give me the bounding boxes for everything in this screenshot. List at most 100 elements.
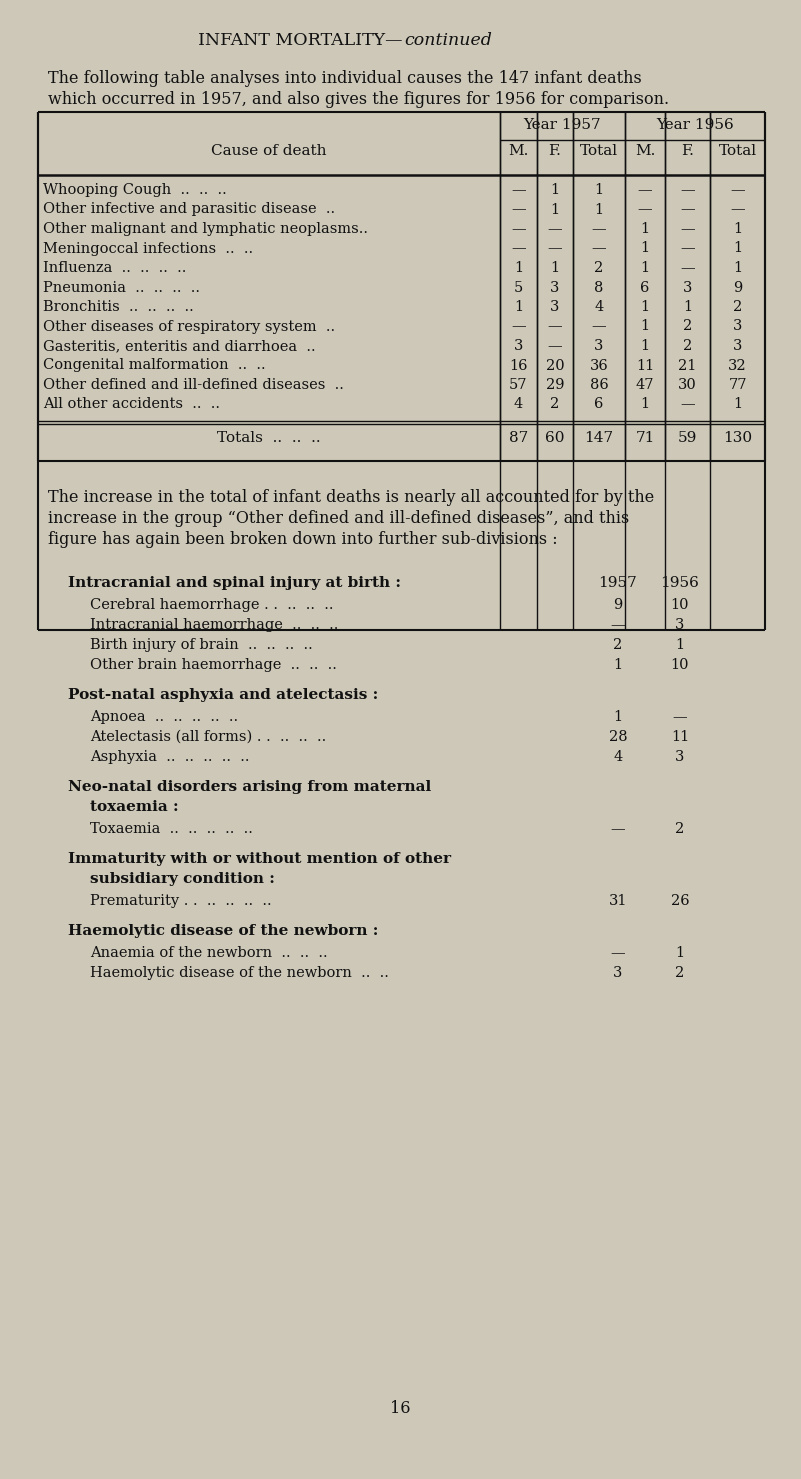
Text: Cerebral haemorrhage . .  ..  ..  ..: Cerebral haemorrhage . . .. .. .. [90, 598, 333, 612]
Text: 8: 8 [594, 281, 604, 294]
Text: Birth injury of brain  ..  ..  ..  ..: Birth injury of brain .. .. .. .. [90, 637, 312, 652]
Text: 1: 1 [614, 710, 622, 725]
Text: Other defined and ill-defined diseases  ..: Other defined and ill-defined diseases .… [43, 379, 344, 392]
Text: 1: 1 [594, 183, 604, 197]
Text: —: — [511, 241, 525, 256]
Text: 1: 1 [641, 319, 650, 333]
Text: Congenital malformation  ..  ..: Congenital malformation .. .. [43, 358, 266, 373]
Text: 9: 9 [733, 281, 742, 294]
Text: —: — [548, 339, 562, 353]
Text: Totals  ..  ..  ..: Totals .. .. .. [217, 430, 321, 445]
Text: 29: 29 [545, 379, 564, 392]
Text: 71: 71 [635, 430, 654, 445]
Text: —: — [680, 260, 694, 275]
Text: —: — [638, 203, 652, 216]
Text: 130: 130 [723, 430, 752, 445]
Text: Cause of death: Cause of death [211, 143, 327, 158]
Text: 3: 3 [614, 966, 622, 981]
Text: —: — [592, 319, 606, 333]
Text: Prematurity . .  ..  ..  ..  ..: Prematurity . . .. .. .. .. [90, 893, 272, 908]
Text: 6: 6 [594, 398, 604, 411]
Text: 2: 2 [683, 319, 692, 333]
Text: 10: 10 [670, 598, 689, 612]
Text: —: — [673, 710, 687, 725]
Text: 3: 3 [733, 319, 743, 333]
Text: 1: 1 [733, 222, 742, 237]
Text: 21: 21 [678, 358, 697, 373]
Text: 9: 9 [614, 598, 622, 612]
Text: Total: Total [580, 143, 618, 158]
Text: 28: 28 [609, 731, 627, 744]
Text: 1: 1 [641, 222, 650, 237]
Text: Pneumonia  ..  ..  ..  ..: Pneumonia .. .. .. .. [43, 281, 200, 294]
Text: Immaturity with or without mention of other: Immaturity with or without mention of ot… [68, 852, 451, 867]
Text: 1: 1 [641, 260, 650, 275]
Text: 3: 3 [513, 339, 523, 353]
Text: All other accidents  ..  ..: All other accidents .. .. [43, 398, 220, 411]
Text: 1: 1 [641, 300, 650, 314]
Text: 11: 11 [671, 731, 689, 744]
Text: 1: 1 [641, 339, 650, 353]
Text: F.: F. [549, 143, 562, 158]
Text: 3: 3 [550, 300, 560, 314]
Text: 4: 4 [614, 750, 622, 765]
Text: —: — [548, 319, 562, 333]
Text: —: — [638, 183, 652, 197]
Text: —: — [511, 319, 525, 333]
Text: Other malignant and lymphatic neoplasms..: Other malignant and lymphatic neoplasms.… [43, 222, 368, 237]
Text: —: — [680, 183, 694, 197]
Text: Gasteritis, enteritis and diarrhoea  ..: Gasteritis, enteritis and diarrhoea .. [43, 339, 316, 353]
Text: 1: 1 [550, 183, 560, 197]
Text: increase in the group “Other defined and ill-defined diseases”, and this: increase in the group “Other defined and… [48, 510, 630, 527]
Text: The following table analyses into individual causes the 147 infant deaths: The following table analyses into indivi… [48, 70, 642, 87]
Text: 77: 77 [728, 379, 747, 392]
Text: Neo-natal disorders arising from maternal: Neo-natal disorders arising from materna… [68, 779, 431, 794]
Text: 59: 59 [678, 430, 697, 445]
Text: —: — [680, 398, 694, 411]
Text: Influenza  ..  ..  ..  ..: Influenza .. .. .. .. [43, 260, 187, 275]
Text: —: — [610, 947, 626, 960]
Text: 1: 1 [641, 241, 650, 256]
Text: 32: 32 [728, 358, 747, 373]
Text: 1: 1 [683, 300, 692, 314]
Text: 2: 2 [614, 637, 622, 652]
Text: Other brain haemorrhage  ..  ..  ..: Other brain haemorrhage .. .. .. [90, 658, 337, 671]
Text: —: — [731, 183, 745, 197]
Text: Post-natal asphyxia and atelectasis :: Post-natal asphyxia and atelectasis : [68, 688, 378, 703]
Text: 1957: 1957 [598, 575, 638, 590]
Text: 11: 11 [636, 358, 654, 373]
Text: 57: 57 [509, 379, 528, 392]
Text: 1: 1 [550, 260, 560, 275]
Text: 31: 31 [609, 893, 627, 908]
Text: 147: 147 [585, 430, 614, 445]
Text: —: — [548, 222, 562, 237]
Text: Toxaemia  ..  ..  ..  ..  ..: Toxaemia .. .. .. .. .. [90, 822, 253, 836]
Text: Total: Total [718, 143, 757, 158]
Text: 1: 1 [594, 203, 604, 216]
Text: Anaemia of the newborn  ..  ..  ..: Anaemia of the newborn .. .. .. [90, 947, 328, 960]
Text: 5: 5 [514, 281, 523, 294]
Text: which occurred in 1957, and also gives the figures for 1956 for comparison.: which occurred in 1957, and also gives t… [48, 92, 669, 108]
Text: —: — [731, 203, 745, 216]
Text: 3: 3 [682, 281, 692, 294]
Text: —: — [680, 203, 694, 216]
Text: —: — [511, 183, 525, 197]
Text: 36: 36 [590, 358, 609, 373]
Text: figure has again been broken down into further sub-divisions :: figure has again been broken down into f… [48, 531, 557, 549]
Text: Atelectasis (all forms) . .  ..  ..  ..: Atelectasis (all forms) . . .. .. .. [90, 731, 326, 744]
Text: 1: 1 [733, 241, 742, 256]
Text: 1: 1 [675, 637, 685, 652]
Text: Year 1957: Year 1957 [524, 118, 602, 132]
Text: Asphyxia  ..  ..  ..  ..  ..: Asphyxia .. .. .. .. .. [90, 750, 249, 765]
Text: 1: 1 [675, 947, 685, 960]
Text: 1: 1 [641, 398, 650, 411]
Text: —: — [610, 822, 626, 836]
Text: Intracranial and spinal injury at birth :: Intracranial and spinal injury at birth … [68, 575, 401, 590]
Text: —: — [511, 203, 525, 216]
Text: 1: 1 [614, 658, 622, 671]
Text: —: — [592, 241, 606, 256]
Text: 4: 4 [594, 300, 604, 314]
Text: —: — [592, 222, 606, 237]
Text: subsidiary condition :: subsidiary condition : [90, 873, 275, 886]
Text: Other diseases of respiratory system  ..: Other diseases of respiratory system .. [43, 319, 335, 333]
